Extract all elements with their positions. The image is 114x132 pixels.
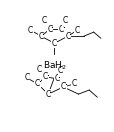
Text: C: C [65,32,70,41]
Text: C: C [45,90,50,99]
Text: C: C [58,66,63,75]
Text: C: C [51,39,57,48]
Text: C: C [35,79,40,88]
Text: BaH$_2$: BaH$_2$ [43,60,67,72]
Text: C: C [74,26,80,35]
Text: C: C [28,26,33,35]
Text: C: C [42,16,47,25]
Text: C: C [47,25,52,34]
Text: C: C [54,74,59,83]
Text: C: C [58,25,64,34]
Text: C: C [43,72,48,81]
Text: C: C [36,65,42,74]
Text: C: C [24,73,29,82]
Text: C: C [38,32,43,41]
Text: C: C [60,82,65,91]
Text: C: C [71,79,76,88]
Text: C: C [62,16,67,25]
